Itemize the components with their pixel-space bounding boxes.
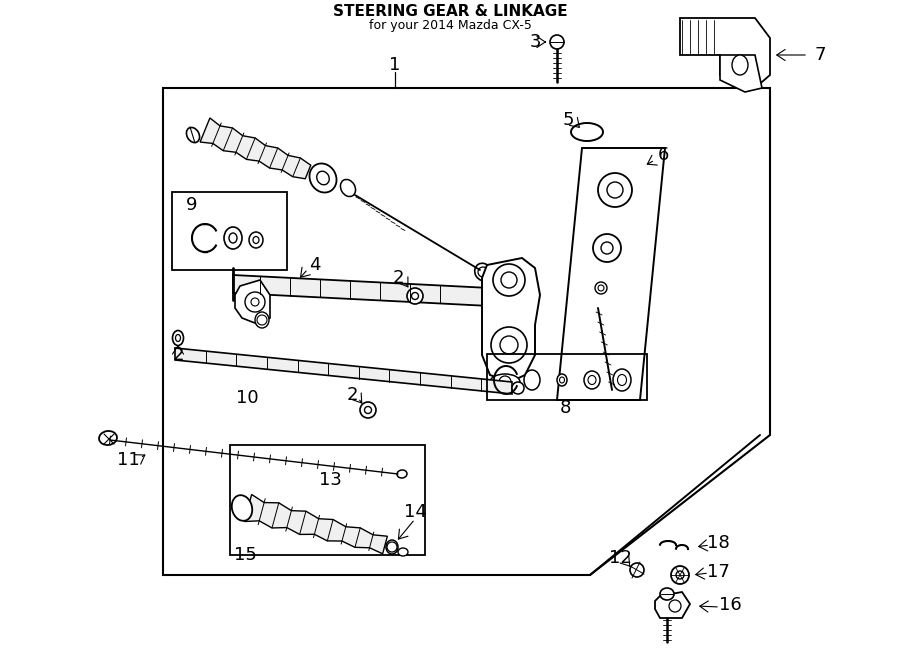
Ellipse shape <box>398 548 408 556</box>
Text: 10: 10 <box>236 389 258 407</box>
Circle shape <box>491 327 527 363</box>
Text: 14: 14 <box>403 503 427 521</box>
Circle shape <box>669 600 681 612</box>
Ellipse shape <box>660 588 674 600</box>
Ellipse shape <box>386 540 398 554</box>
Polygon shape <box>235 280 270 325</box>
Text: 12: 12 <box>608 549 632 567</box>
Polygon shape <box>720 55 762 92</box>
Ellipse shape <box>490 374 520 390</box>
Polygon shape <box>175 348 512 394</box>
Text: 5: 5 <box>562 111 574 129</box>
Ellipse shape <box>232 495 252 521</box>
Ellipse shape <box>732 55 748 75</box>
Ellipse shape <box>671 566 689 584</box>
Polygon shape <box>200 118 310 178</box>
Text: 16: 16 <box>718 596 742 614</box>
Ellipse shape <box>524 370 540 390</box>
Text: 1: 1 <box>390 56 400 74</box>
Polygon shape <box>244 494 387 554</box>
Ellipse shape <box>613 369 631 391</box>
Polygon shape <box>680 18 770 88</box>
Circle shape <box>245 292 265 312</box>
Circle shape <box>257 315 267 325</box>
Circle shape <box>387 542 397 552</box>
Ellipse shape <box>310 163 337 192</box>
Text: 13: 13 <box>319 471 341 489</box>
Text: 18: 18 <box>706 534 729 552</box>
Polygon shape <box>557 148 665 400</box>
Polygon shape <box>233 275 490 306</box>
Ellipse shape <box>229 233 237 243</box>
Ellipse shape <box>340 179 356 196</box>
Circle shape <box>251 298 259 306</box>
Bar <box>230 445 425 555</box>
Circle shape <box>493 264 525 296</box>
Text: 9: 9 <box>186 196 198 214</box>
Text: for your 2014 Mazda CX-5: for your 2014 Mazda CX-5 <box>369 19 531 32</box>
Text: 11: 11 <box>117 451 140 469</box>
Ellipse shape <box>571 123 603 141</box>
Ellipse shape <box>560 377 564 383</box>
Ellipse shape <box>317 171 329 185</box>
Text: 2: 2 <box>172 346 184 364</box>
Ellipse shape <box>99 431 117 445</box>
Circle shape <box>478 267 488 277</box>
Ellipse shape <box>411 293 418 299</box>
Circle shape <box>500 336 518 354</box>
Ellipse shape <box>617 375 626 385</box>
Polygon shape <box>482 258 540 382</box>
Circle shape <box>499 376 511 388</box>
Text: 15: 15 <box>234 546 256 564</box>
Text: 3: 3 <box>529 33 541 51</box>
Bar <box>487 354 647 400</box>
Text: 7: 7 <box>814 46 826 64</box>
Ellipse shape <box>557 374 567 386</box>
Text: 4: 4 <box>310 256 320 274</box>
Ellipse shape <box>186 128 200 143</box>
Ellipse shape <box>584 371 600 389</box>
Ellipse shape <box>588 375 596 385</box>
Ellipse shape <box>407 288 423 304</box>
Text: 2: 2 <box>392 269 404 287</box>
Polygon shape <box>655 592 690 618</box>
Ellipse shape <box>253 237 259 243</box>
Bar <box>172 192 287 270</box>
Ellipse shape <box>397 470 407 478</box>
Text: 2: 2 <box>346 386 358 404</box>
Circle shape <box>501 272 517 288</box>
Ellipse shape <box>474 263 491 281</box>
Ellipse shape <box>676 571 684 579</box>
Text: 6: 6 <box>657 146 669 164</box>
Ellipse shape <box>255 312 269 328</box>
Ellipse shape <box>630 563 644 577</box>
Text: 17: 17 <box>706 563 729 581</box>
Ellipse shape <box>360 402 376 418</box>
Ellipse shape <box>249 232 263 248</box>
Ellipse shape <box>224 227 242 249</box>
Text: STEERING GEAR & LINKAGE: STEERING GEAR & LINKAGE <box>333 5 567 20</box>
Text: 8: 8 <box>559 399 571 417</box>
Ellipse shape <box>364 407 372 414</box>
Ellipse shape <box>176 334 181 342</box>
Ellipse shape <box>173 330 184 346</box>
Ellipse shape <box>512 382 524 394</box>
